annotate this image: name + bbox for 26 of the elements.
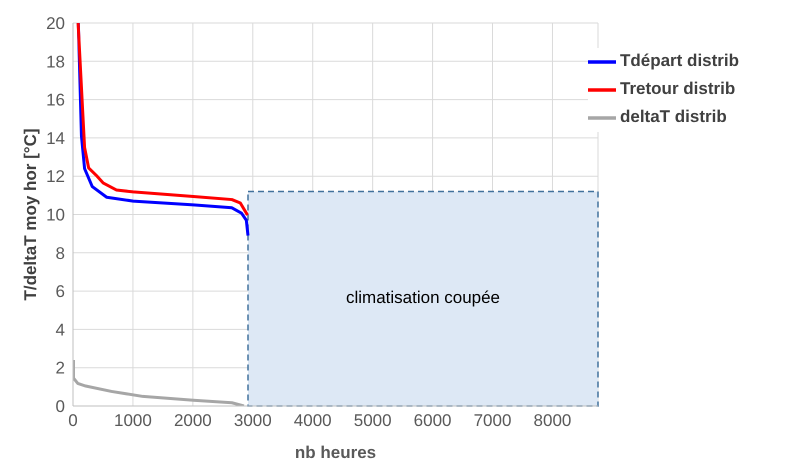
x-axis-title: nb heures [294, 443, 376, 462]
x-tick-label: 1000 [114, 411, 152, 430]
x-tick-label: 3000 [234, 411, 272, 430]
legend-label: deltaT distrib [620, 107, 727, 126]
x-tick-label: 8000 [534, 411, 572, 430]
y-tick-label: 14 [46, 128, 65, 148]
y-tick-label: 6 [56, 282, 65, 302]
y-tick-label: 0 [56, 397, 65, 416]
band-label: climatisation coupée [346, 288, 500, 308]
y-tick-label: 2 [56, 358, 65, 378]
y-tick-label: 18 [46, 52, 65, 72]
y-tick-label: 12 [46, 167, 65, 186]
y-tick-label: 4 [56, 320, 65, 340]
y-axis-title: T/deltaT moy hor [°C] [21, 128, 40, 301]
x-tick-label: 0 [68, 411, 78, 430]
x-tick-label: 7000 [474, 411, 512, 430]
y-tick-label: 16 [46, 90, 65, 110]
y-tick-label: 10 [46, 206, 65, 225]
x-tick-label: 2000 [174, 411, 212, 430]
y-tick-label: 20 [46, 14, 65, 34]
x-tick-label: 4000 [294, 411, 332, 430]
x-tick-label: 5000 [354, 411, 392, 430]
legend-label: Tretour distrib [620, 79, 736, 98]
x-tick-label: 6000 [414, 411, 452, 430]
legend-label: Tdépart distrib [620, 51, 740, 70]
y-tick-label: 8 [56, 244, 65, 263]
